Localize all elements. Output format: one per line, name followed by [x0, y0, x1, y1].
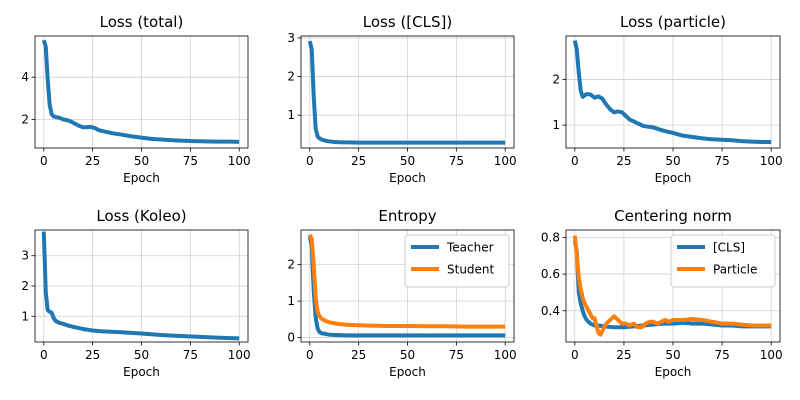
subplot-loss-total: 0 25 50 75 100 2 4 Loss (total) Epoch [21, 13, 250, 185]
x-axis-label: Epoch [655, 171, 692, 185]
x-tick-label: 25 [85, 348, 100, 362]
series-line-teacher [307, 235, 506, 338]
series-line-student [307, 233, 506, 329]
series-line-particle [572, 235, 772, 337]
subplot-title: Entropy [378, 207, 436, 225]
y-tick-label: 0.4 [541, 304, 560, 318]
series-line-loss-total [41, 39, 240, 144]
series-line-loss-koleo [41, 231, 240, 341]
y-tick-label: 1 [21, 309, 29, 323]
x-tick-label: 0 [306, 154, 314, 168]
x-tick-label: 50 [134, 348, 149, 362]
x-tick-label: 100 [760, 348, 783, 362]
y-tick-label: 0.6 [541, 267, 560, 281]
x-tick-label: 75 [714, 154, 729, 168]
y-tick-label: 2 [21, 279, 29, 293]
x-axis-label: Epoch [123, 365, 160, 379]
legend-label-particle: Particle [713, 263, 757, 277]
series-line-loss-particle [572, 40, 772, 145]
x-tick-label: 25 [85, 154, 100, 168]
subplot-title: Loss (particle) [620, 13, 726, 31]
x-tick-label: 50 [400, 154, 415, 168]
subplot-title: Loss (Koleo) [96, 207, 186, 225]
legend: [CLS] Particle [670, 234, 776, 288]
legend-label-teacher: Teacher [446, 241, 494, 255]
x-tick-label: 50 [665, 348, 680, 362]
y-tick-label: 0.8 [541, 230, 560, 244]
subplot-title: Centering norm [614, 207, 732, 225]
y-tick-label: 1 [287, 294, 295, 308]
x-tick-label: 25 [351, 154, 366, 168]
y-tick-label: 1 [287, 108, 295, 122]
y-tick-label: 0 [287, 331, 295, 345]
x-tick-label: 75 [183, 154, 198, 168]
x-tick-label: 25 [616, 154, 631, 168]
subplot-title: Loss ([CLS]) [363, 13, 452, 31]
x-tick-label: 100 [494, 348, 517, 362]
x-tick-label: 0 [306, 348, 314, 362]
y-tick-label: 3 [287, 31, 295, 45]
y-tick-label: 2 [287, 258, 295, 272]
y-tick-label: 4 [21, 70, 29, 84]
x-tick-label: 0 [571, 154, 579, 168]
x-tick-label: 100 [760, 154, 783, 168]
x-tick-label: 50 [134, 154, 149, 168]
y-tick-label: 2 [552, 72, 560, 86]
legend-label-cls: [CLS] [713, 241, 745, 255]
subplot-title: Loss (total) [100, 13, 184, 31]
subplot-centering-norm: 0 25 50 75 100 0.4 0.6 0.8 Centering norm Epoch [C… [541, 207, 783, 379]
x-tick-label: 50 [665, 154, 680, 168]
x-tick-label: 0 [571, 348, 579, 362]
subplot-loss-cls: 0 25 50 75 100 1 2 3 Loss ([CLS]) Epoch [287, 13, 516, 185]
y-tick-label: 2 [287, 70, 295, 84]
x-tick-label: 0 [40, 348, 48, 362]
x-tick-label: 50 [400, 348, 415, 362]
x-tick-label: 100 [228, 348, 251, 362]
x-tick-label: 75 [449, 348, 464, 362]
legend: Teacher Student [404, 234, 510, 288]
x-tick-label: 25 [616, 348, 631, 362]
x-tick-label: 100 [228, 154, 251, 168]
y-tick-label: 2 [21, 112, 29, 126]
x-tick-label: 75 [714, 348, 729, 362]
x-tick-label: 75 [183, 348, 198, 362]
x-axis-label: Epoch [389, 171, 426, 185]
subplot-loss-particle: 0 25 50 75 100 1 2 Loss (particle) Epoch [552, 13, 782, 185]
y-tick-label: 1 [552, 118, 560, 132]
x-axis-label: Epoch [655, 365, 692, 379]
series-line-loss-cls [307, 40, 506, 145]
subplot-loss-koleo: 0 25 50 75 100 1 2 3 Loss (Koleo) Epoch [21, 207, 250, 379]
x-tick-label: 25 [351, 348, 366, 362]
x-axis-label: Epoch [123, 171, 160, 185]
subplot-entropy: 0 25 50 75 100 0 1 2 Entropy Epoch Teacher Student [287, 207, 516, 379]
x-tick-label: 0 [40, 154, 48, 168]
legend-label-student: Student [447, 263, 495, 277]
x-tick-label: 75 [449, 154, 464, 168]
x-tick-label: 100 [494, 154, 517, 168]
x-axis-label: Epoch [389, 365, 426, 379]
y-tick-label: 3 [21, 249, 29, 263]
